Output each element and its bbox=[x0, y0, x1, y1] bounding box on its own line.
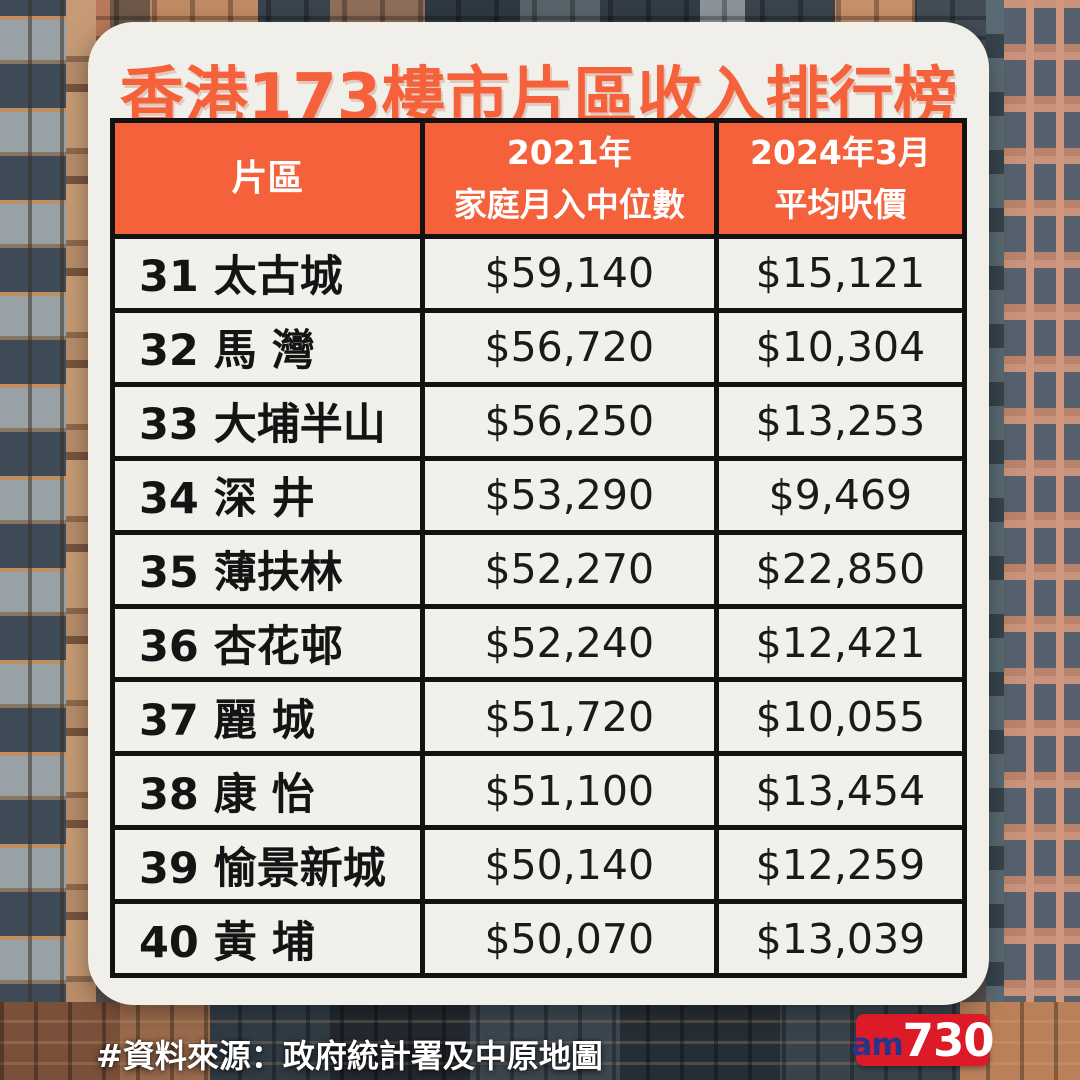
income-cell: $52,270 bbox=[424, 534, 714, 604]
am730-logo: am 730 bbox=[851, 1014, 995, 1066]
am730-logo-number: 730 bbox=[902, 1013, 995, 1067]
district-cell: 36 杏花邨 bbox=[115, 608, 420, 678]
price-cell: $13,253 bbox=[718, 386, 962, 456]
background-building-right bbox=[986, 0, 1080, 1080]
header-income: 2021年 家庭月入中位數 bbox=[424, 123, 714, 234]
header-price-line1: 2024年3月 bbox=[749, 133, 931, 173]
building-windows bbox=[0, 0, 66, 1080]
income-cell: $52,240 bbox=[424, 608, 714, 678]
am730-logo-am: am bbox=[851, 1027, 903, 1063]
price-cell: $13,039 bbox=[718, 904, 962, 973]
ranking-table: 片區 2021年 家庭月入中位數 2024年3月 平均呎價 31 太古城 $59… bbox=[110, 118, 967, 978]
price-cell: $9,469 bbox=[718, 460, 962, 530]
header-price: 2024年3月 平均呎價 bbox=[718, 123, 962, 234]
income-cell: $51,720 bbox=[424, 682, 714, 752]
district-cell: 39 愉景新城 bbox=[115, 830, 420, 900]
district-cell: 31 太古城 bbox=[115, 239, 420, 308]
district-cell: 40 黃 埔 bbox=[115, 904, 420, 973]
income-cell: $59,140 bbox=[424, 239, 714, 308]
building-window-grid bbox=[1004, 0, 1080, 1080]
district-cell: 34 深 井 bbox=[115, 460, 420, 530]
header-district: 片區 bbox=[115, 123, 420, 234]
price-cell: $22,850 bbox=[718, 534, 962, 604]
income-cell: $50,070 bbox=[424, 904, 714, 973]
price-cell: $10,055 bbox=[718, 682, 962, 752]
price-cell: $13,454 bbox=[718, 756, 962, 826]
background-building-left bbox=[0, 0, 96, 1080]
income-cell: $50,140 bbox=[424, 830, 714, 900]
income-cell: $56,720 bbox=[424, 312, 714, 382]
price-cell: $12,421 bbox=[718, 608, 962, 678]
income-cell: $51,100 bbox=[424, 756, 714, 826]
district-cell: 38 康 怡 bbox=[115, 756, 420, 826]
income-cell: $56,250 bbox=[424, 386, 714, 456]
content-card: 香港173樓市片區收入排行榜 片區 2021年 家庭月入中位數 2024年3月 … bbox=[88, 22, 989, 1005]
header-income-line1: 2021年 bbox=[506, 133, 632, 173]
price-cell: $10,304 bbox=[718, 312, 962, 382]
source-note: #資料來源：政府統計署及中原地圖 bbox=[96, 1037, 603, 1075]
district-cell: 35 薄扶林 bbox=[115, 534, 420, 604]
district-cell: 32 馬 灣 bbox=[115, 312, 420, 382]
header-income-line2: 家庭月入中位數 bbox=[453, 184, 685, 224]
header-price-line2: 平均呎價 bbox=[774, 184, 907, 224]
income-cell: $53,290 bbox=[424, 460, 714, 530]
building-sliver bbox=[986, 0, 1004, 1080]
price-cell: $15,121 bbox=[718, 239, 962, 308]
price-cell: $12,259 bbox=[718, 830, 962, 900]
district-cell: 37 麗 城 bbox=[115, 682, 420, 752]
district-cell: 33 大埔半山 bbox=[115, 386, 420, 456]
